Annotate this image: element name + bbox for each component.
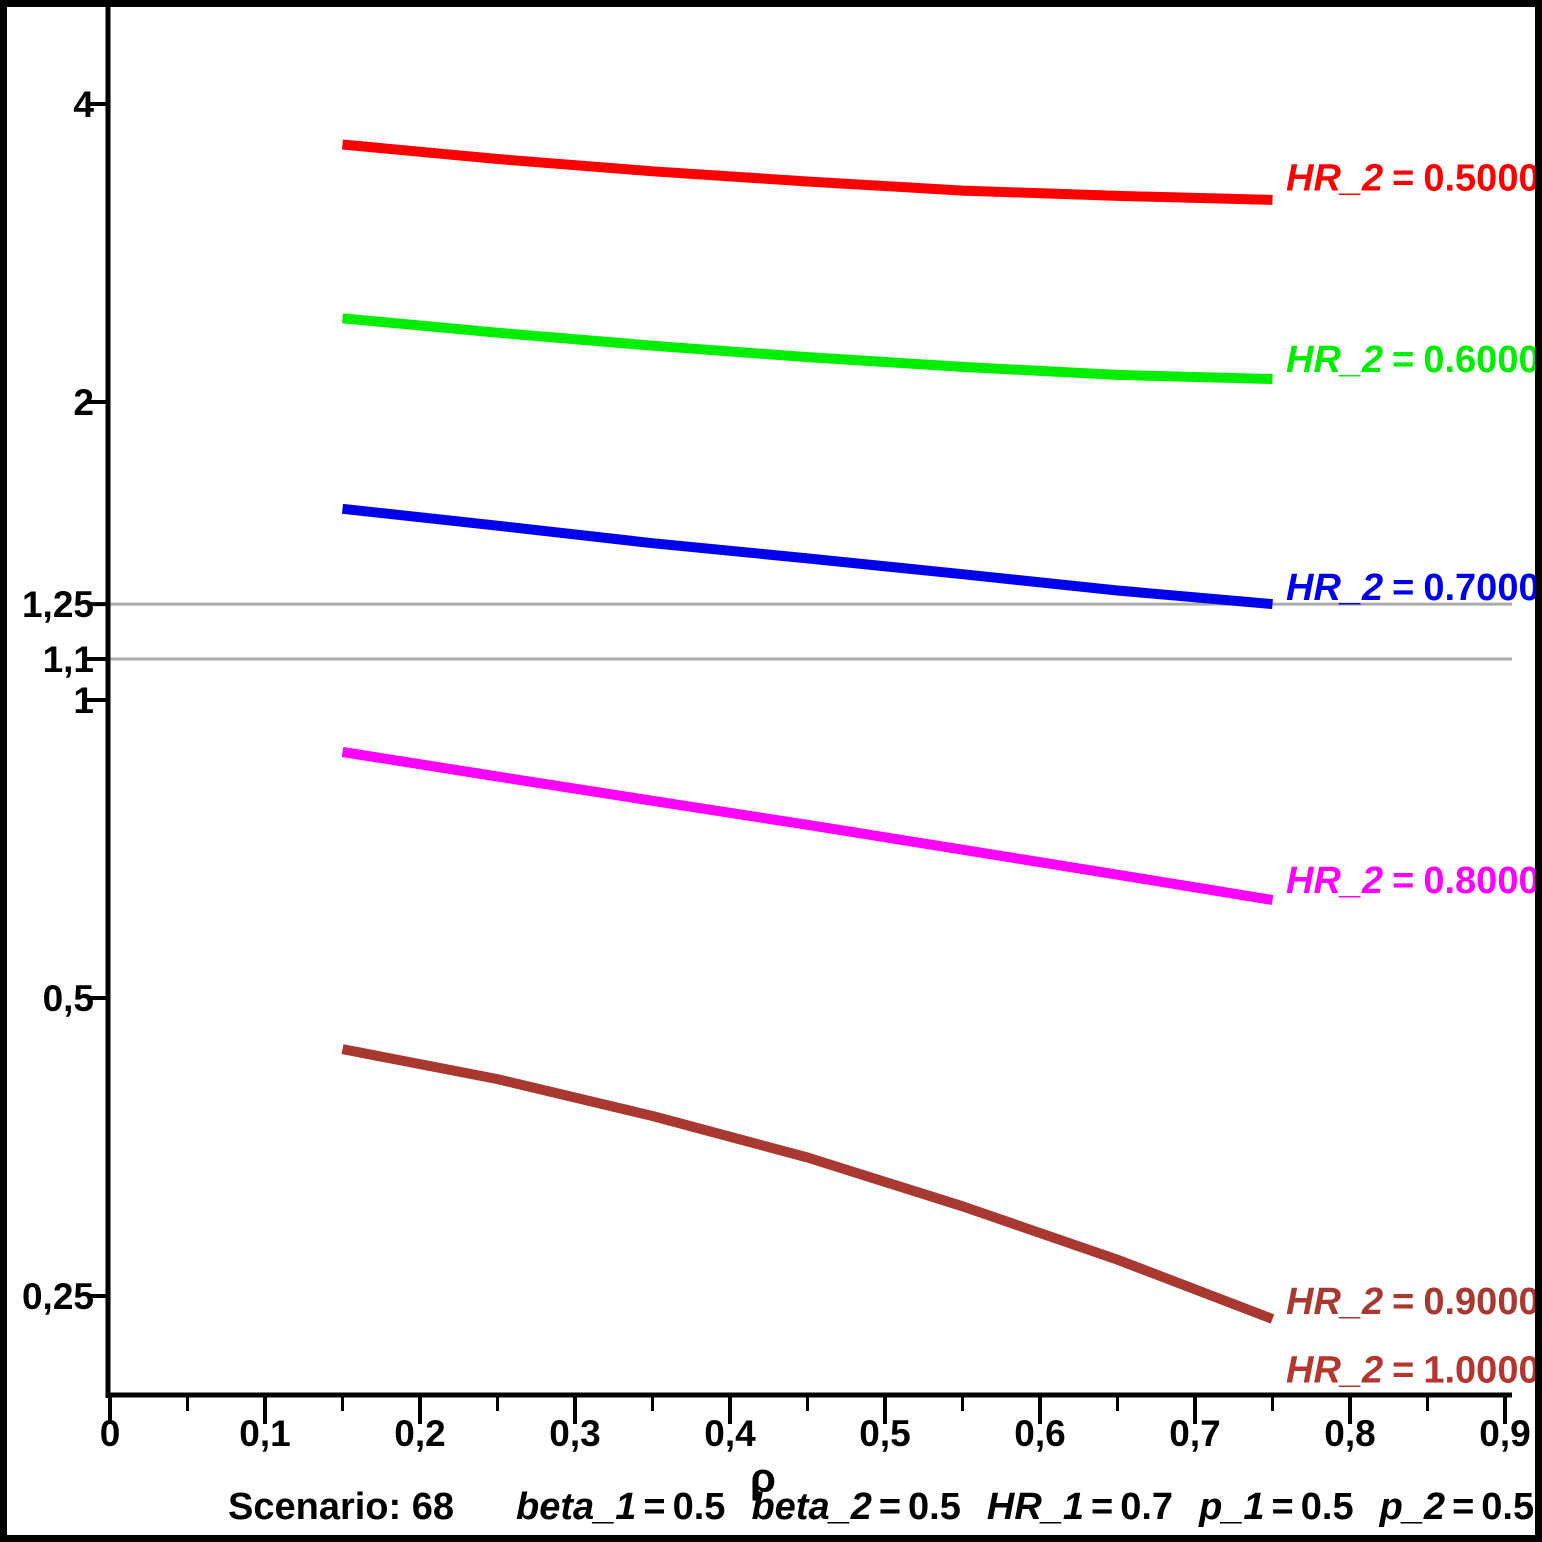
series-label-equals: = bbox=[1392, 567, 1414, 609]
footer-param-p_1: p_1 = 0.5 bbox=[1199, 1486, 1354, 1529]
footer-param-value: 0.5 bbox=[908, 1486, 961, 1528]
series-label-var: HR_2 bbox=[1286, 567, 1383, 609]
footer-param-equals: = bbox=[878, 1486, 902, 1528]
series-label-value: 1.0000 bbox=[1423, 1350, 1539, 1392]
footer-param-equals: = bbox=[643, 1486, 666, 1528]
x-axis-label: ρ bbox=[750, 1454, 776, 1501]
footer-param-value: 0.5 bbox=[1300, 1486, 1354, 1528]
footer-param-var: beta_1 bbox=[516, 1486, 637, 1528]
series-label-var: HR_2 bbox=[1286, 339, 1383, 381]
x-tick-label: 0,7 bbox=[1169, 1413, 1220, 1454]
series-label-equals: = bbox=[1392, 1350, 1414, 1392]
x-tick-label: 0,6 bbox=[1014, 1413, 1065, 1454]
scenario-label: Scenario: 68 bbox=[228, 1486, 454, 1528]
series-label-0.7000: HR_2 = 0.7000 bbox=[1286, 567, 1540, 609]
footer-param-beta_1: beta_1 = 0.5 bbox=[516, 1486, 725, 1529]
series-label-1.0000: HR_2 = 1.0000 bbox=[1286, 1350, 1540, 1392]
footer-caption: Scenario: 68 beta_1 = 0.5 beta_2 = 0.5 HR_1 = 0.7… bbox=[110, 1486, 1534, 1530]
y-tick-label: 1,25 bbox=[22, 584, 94, 625]
series-curve-0.7000 bbox=[341, 503, 1273, 610]
y-tick-label: 0,5 bbox=[43, 978, 94, 1019]
y-tick-label: 4 bbox=[73, 84, 94, 125]
series-label-var: HR_2 bbox=[1286, 158, 1383, 200]
series-label-var: HR_2 bbox=[1286, 860, 1383, 902]
x-tick-label: 0,2 bbox=[394, 1413, 445, 1454]
series-curve-0.6000 bbox=[342, 313, 1273, 384]
footer-param-var: p_2 bbox=[1379, 1486, 1446, 1528]
footer-param-equals: = bbox=[1271, 1486, 1294, 1528]
y-tick-label: 0,25 bbox=[22, 1276, 94, 1317]
footer-param-value: 0.7 bbox=[1120, 1486, 1174, 1528]
series-label-0.6000: HR_2 = 0.6000 bbox=[1286, 339, 1540, 381]
x-tick-label: 0,4 bbox=[704, 1413, 756, 1454]
series-label-equals: = bbox=[1392, 158, 1414, 200]
series-label-0.5000: HR_2 = 0.5000 bbox=[1286, 158, 1540, 200]
series-curve-0.8000 bbox=[341, 747, 1274, 905]
footer-param-equals: = bbox=[1091, 1486, 1114, 1528]
x-tick-label: 0,1 bbox=[239, 1413, 290, 1454]
footer-param-var: p_1 bbox=[1199, 1486, 1265, 1528]
x-tick-label: 0,9 bbox=[1479, 1413, 1530, 1454]
series-label-equals: = bbox=[1392, 860, 1414, 902]
y-tick-label: 2 bbox=[73, 382, 94, 423]
footer-param-beta_2: beta_2 = 0.5 bbox=[751, 1486, 960, 1529]
series-label-var: HR_2 bbox=[1286, 1281, 1383, 1323]
x-tick-label: 0,3 bbox=[549, 1413, 600, 1454]
footer-param-value: 0.5 bbox=[1481, 1486, 1535, 1528]
series-label-0.8000: HR_2 = 0.8000 bbox=[1286, 860, 1540, 902]
series-label-value: 0.6000 bbox=[1423, 339, 1539, 381]
x-tick-label: 0,8 bbox=[1324, 1413, 1375, 1454]
series-label-value: 0.7000 bbox=[1423, 567, 1539, 609]
x-tick-label: 0 bbox=[100, 1413, 121, 1454]
series-label-value: 0.5000 bbox=[1423, 158, 1539, 200]
series-curve-0.5000 bbox=[342, 139, 1273, 205]
series-label-value: 0.9000 bbox=[1423, 1281, 1539, 1323]
series-curve-0.9000 bbox=[341, 1044, 1275, 1324]
footer-param-var: HR_1 bbox=[986, 1486, 1085, 1528]
series-label-equals: = bbox=[1392, 339, 1414, 381]
footer-param-HR_1: HR_1 = 0.7 bbox=[987, 1486, 1173, 1529]
footer-param-equals: = bbox=[1452, 1486, 1475, 1528]
footer-param-value: 0.5 bbox=[672, 1486, 726, 1528]
y-tick-label: 1 bbox=[73, 680, 94, 721]
footer-param-var: beta_2 bbox=[751, 1486, 872, 1528]
series-label-var: HR_2 bbox=[1286, 1350, 1383, 1392]
y-tick-label: 1,1 bbox=[43, 639, 94, 680]
series-label-equals: = bbox=[1392, 1281, 1414, 1323]
footer-param-p_2: p_2 = 0.5 bbox=[1380, 1486, 1535, 1529]
series-label-0.9000: HR_2 = 0.9000 bbox=[1286, 1281, 1540, 1323]
series-label-value: 0.8000 bbox=[1423, 860, 1539, 902]
x-tick-label: 0,5 bbox=[859, 1413, 910, 1454]
